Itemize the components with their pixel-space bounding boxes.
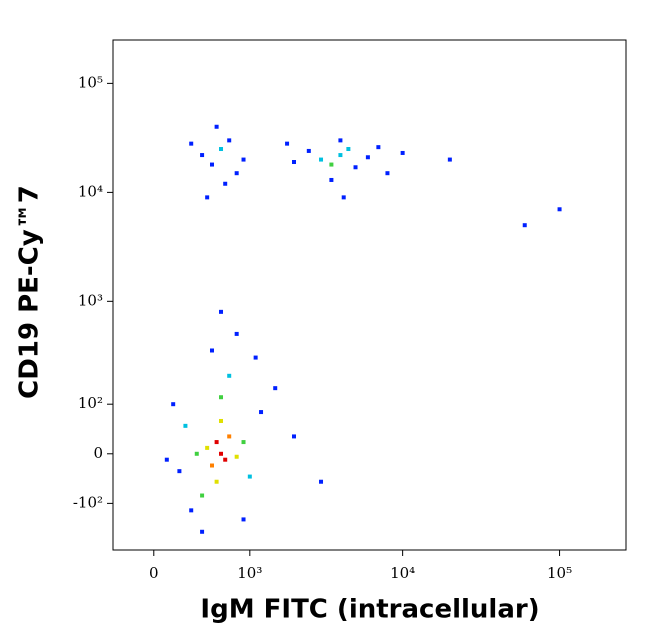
event-point <box>285 141 290 146</box>
event-point <box>338 138 343 143</box>
y-tick-label: -10² <box>73 493 103 511</box>
event-point <box>259 410 264 415</box>
event-point <box>319 479 324 484</box>
event-point <box>205 445 210 450</box>
event-point <box>164 457 169 462</box>
event-point <box>219 418 224 423</box>
event-point <box>338 153 343 158</box>
event-point <box>447 157 452 162</box>
event-point <box>209 348 214 353</box>
event-point <box>273 386 278 391</box>
event-point <box>376 145 381 150</box>
event-point <box>214 124 219 129</box>
event-point <box>241 517 246 522</box>
event-point <box>385 171 390 176</box>
event-point <box>219 147 224 152</box>
event-point <box>253 355 258 360</box>
event-point <box>329 162 334 167</box>
event-point <box>214 440 219 445</box>
event-point <box>319 157 324 162</box>
event-point <box>234 331 239 336</box>
x-tick-label: 10⁴ <box>390 564 415 582</box>
event-point <box>194 451 199 456</box>
y-axis-title: CD19 PE-Cy™7 <box>15 185 45 399</box>
y-tick-label: 0 <box>93 444 103 462</box>
plot-frame <box>112 39 627 551</box>
event-point <box>291 434 296 439</box>
x-tick-label: 0 <box>149 564 159 582</box>
event-point <box>227 373 232 378</box>
event-point <box>346 147 351 152</box>
event-point <box>241 440 246 445</box>
event-point <box>219 395 224 400</box>
event-point <box>329 177 334 182</box>
event-point <box>223 457 228 462</box>
event-point <box>189 508 194 513</box>
event-point <box>522 223 527 228</box>
event-point <box>171 402 176 407</box>
y-tick-label: 10⁵ <box>78 73 103 91</box>
event-point <box>219 451 224 456</box>
event-point <box>209 162 214 167</box>
event-point <box>234 171 239 176</box>
event-point <box>291 160 296 165</box>
event-point <box>306 148 311 153</box>
event-point <box>177 469 182 474</box>
x-tick-label: 10⁵ <box>547 564 572 582</box>
event-point <box>234 454 239 459</box>
event-point <box>183 423 188 428</box>
x-tick-label: 10³ <box>237 564 262 582</box>
event-point <box>353 165 358 170</box>
event-point <box>200 493 205 498</box>
event-point <box>557 207 562 212</box>
y-tick-label: 10⁴ <box>78 182 103 200</box>
event-point <box>365 155 370 160</box>
event-point <box>223 181 228 186</box>
event-point <box>219 309 224 314</box>
y-tick-label: 10³ <box>78 291 103 309</box>
event-point <box>247 474 252 479</box>
event-point <box>200 529 205 534</box>
event-point <box>241 157 246 162</box>
event-point <box>209 463 214 468</box>
event-point <box>400 150 405 155</box>
event-point <box>341 195 346 200</box>
event-point <box>189 141 194 146</box>
event-point <box>205 195 210 200</box>
y-tick-label: 10² <box>78 394 103 412</box>
event-point <box>227 434 232 439</box>
event-point <box>200 153 205 158</box>
event-point <box>227 138 232 143</box>
x-axis-title: IgM FITC (intracellular) <box>200 595 539 625</box>
event-point <box>214 479 219 484</box>
